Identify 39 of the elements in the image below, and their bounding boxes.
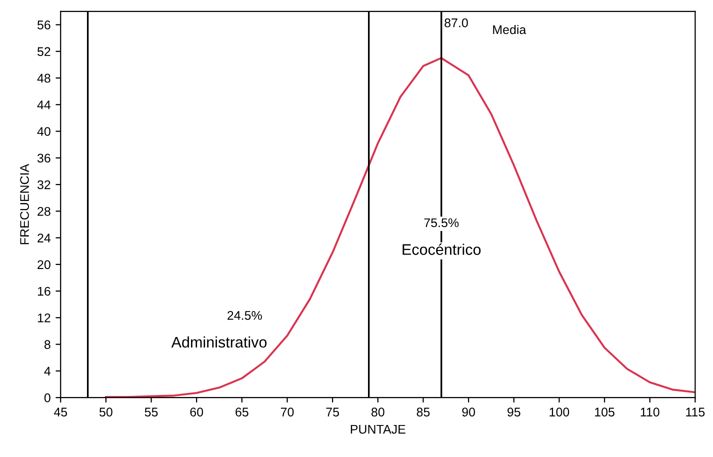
x-tick-label: 65	[236, 408, 248, 416]
y-tick-label: 16	[38, 286, 50, 296]
x-tick-label: 45	[54, 408, 68, 416]
y-tick-label: 20	[38, 260, 50, 270]
x-tick-label: 90	[462, 408, 476, 416]
x-tick-label: 70	[280, 408, 294, 416]
annotation: Media	[493, 24, 526, 34]
x-tick-label: 85	[416, 408, 430, 416]
y-tick-label: 40	[37, 127, 50, 136]
annotation: 24.5%	[228, 311, 262, 320]
y-tick-label: 4	[44, 366, 51, 376]
y-tick-label: 56	[37, 20, 50, 30]
line-series	[104, 57, 696, 398]
y-tick-label: 48	[37, 74, 50, 83]
y-tick-label: 28	[38, 206, 50, 216]
x-tick-label: 110	[640, 408, 660, 416]
x-tick-label: 60	[190, 408, 204, 416]
x-tick-label: 75	[326, 408, 339, 416]
annotation: Administrativo	[171, 336, 267, 348]
y-tick-label: 12	[38, 313, 50, 322]
x-tick-label: 80	[371, 408, 384, 416]
x-axis-title: PUNTAJE	[350, 424, 406, 434]
y-tick-label: 8	[44, 340, 50, 349]
x-tick-label: 95	[508, 408, 520, 416]
ref-line-label: 87.0	[444, 18, 468, 28]
x-tick-label: 50	[99, 408, 112, 416]
y-tick-label: 0	[44, 393, 50, 402]
x-tick-label: 105	[595, 408, 614, 416]
y-tick-label: 52	[37, 47, 50, 56]
y-tick-label: 44	[37, 100, 51, 110]
y-tick-label: 36	[37, 154, 50, 163]
y-tick-label: 32	[37, 180, 50, 190]
x-tick-label: 115	[686, 408, 705, 416]
x-tick-label: 55	[144, 408, 158, 416]
y-tick-label: 24	[38, 234, 51, 242]
annotation: Ecocéntrico	[402, 244, 481, 255]
annotation: 75.5%	[424, 218, 459, 228]
y-axis-title: FRECUENCIA	[20, 164, 29, 244]
x-tick-label: 100	[550, 408, 570, 416]
